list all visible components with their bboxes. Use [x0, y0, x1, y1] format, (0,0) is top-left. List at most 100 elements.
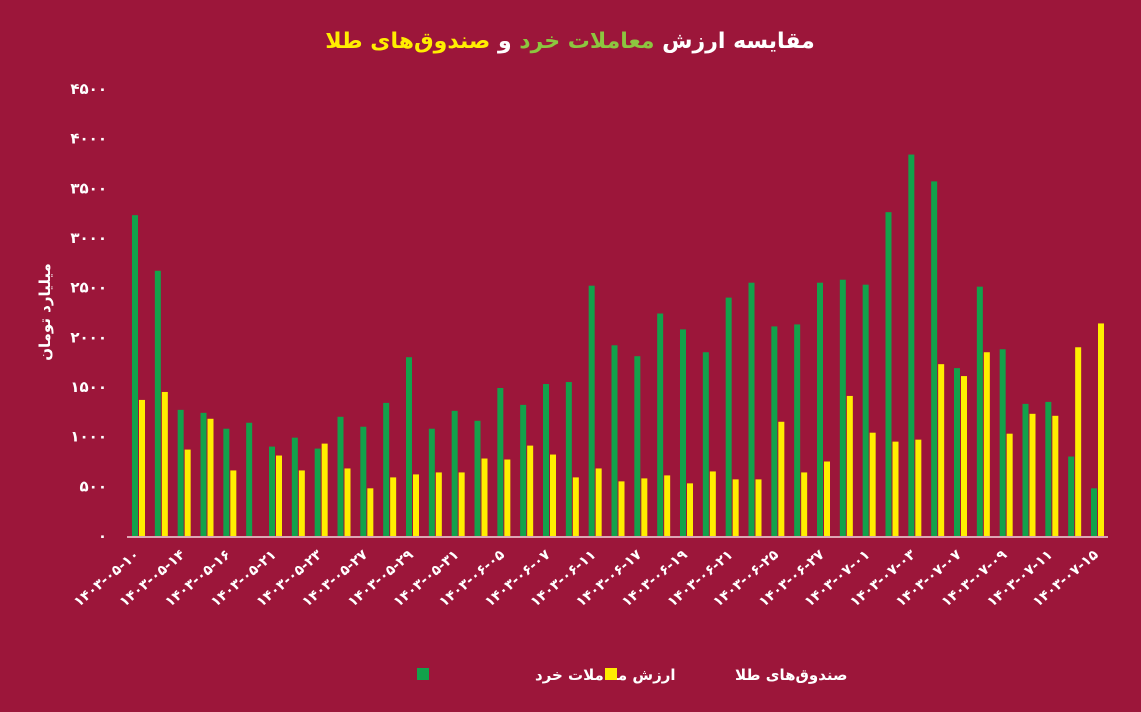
title-part: صندوق‌های طلا — [325, 29, 490, 54]
y-ticks: ۰ ۵۰۰ ۱۰۰۰ ۱۵۰۰ ۲۰۰۰ ۲۵۰۰ ۳۰۰۰ ۳۵۰۰ ۴۰۰۰ ۴۵۰۰ — [70, 80, 107, 545]
bar-gold-funds — [824, 461, 830, 536]
bar-retail-trades — [1045, 401, 1052, 536]
title-part: معاملات خرد — [519, 29, 654, 54]
legend-swatch-retail — [417, 668, 429, 680]
bar-retail-trades — [862, 284, 869, 536]
bar-gold-funds — [892, 441, 899, 536]
bar-gold-funds — [755, 479, 762, 536]
bar-gold-funds — [321, 443, 328, 536]
bar-retail-trades — [976, 286, 983, 536]
chart-title: مقایسه ارزش معاملات خرد و صندوق‌های طلا — [325, 29, 815, 54]
bar-gold-funds — [230, 470, 237, 536]
bar-gold-funds — [276, 455, 282, 536]
y-tick-label: ۱۵۰۰ — [70, 378, 107, 396]
bar-gold-funds — [458, 472, 465, 536]
bar-gold-funds — [572, 477, 579, 536]
bar-gold-funds — [1098, 323, 1104, 536]
bar-retail-trades — [1091, 488, 1097, 536]
y-tick-label: ۲۵۰۰ — [70, 279, 107, 297]
y-tick-label: ۳۵۰۰ — [70, 179, 107, 197]
bar-gold-funds — [527, 445, 534, 536]
bar-retail-trades — [1022, 403, 1029, 536]
bar-retail-trades — [885, 212, 892, 536]
bar-gold-funds — [732, 479, 739, 536]
bar-gold-funds — [983, 352, 990, 536]
y-tick-label: ۱۰۰۰ — [70, 428, 107, 446]
bar-gold-funds — [709, 471, 716, 536]
legend-label-gold: صندوق‌های طلا — [735, 666, 848, 684]
legend: ارزش معاملات خرد صندوق‌های طلا — [417, 666, 848, 684]
title-part: مقایسه ارزش — [655, 29, 815, 54]
y-tick-label: ۳۰۰۰ — [70, 229, 107, 247]
bar-retail-trades — [817, 282, 823, 536]
bar-retail-trades — [383, 402, 390, 536]
bar-retail-trades — [360, 426, 367, 536]
bar-gold-funds — [664, 475, 671, 536]
bar-retail-trades — [200, 412, 207, 536]
legend-swatch-gold — [605, 668, 617, 680]
bar-retail-trades — [748, 282, 755, 536]
y-tick-label: ۴۵۰۰ — [70, 80, 107, 98]
bar-retail-trades — [406, 357, 412, 536]
y-tick-label: ۰ — [98, 527, 107, 545]
bar-retail-trades — [839, 279, 846, 536]
bars — [132, 154, 1104, 537]
bar-retail-trades — [931, 181, 938, 536]
bar-gold-funds — [938, 364, 945, 536]
bar-gold-funds — [139, 399, 145, 536]
bar-retail-trades — [223, 428, 230, 536]
bar-retail-trades — [565, 382, 572, 536]
bar-retail-trades — [771, 326, 778, 536]
bar-retail-trades — [634, 356, 641, 536]
bar-retail-trades — [177, 409, 184, 536]
bar-gold-funds — [846, 395, 853, 536]
bar-retail-trades — [497, 387, 504, 536]
bar-gold-funds — [595, 468, 602, 536]
bar-retail-trades — [611, 345, 618, 536]
bar-retail-trades — [520, 404, 527, 536]
bar-gold-funds — [344, 468, 351, 536]
bar-gold-funds — [298, 470, 305, 536]
bar-gold-funds — [869, 432, 876, 536]
bar-retail-trades — [132, 215, 138, 537]
bar-gold-funds — [207, 418, 214, 536]
bar-gold-funds — [1052, 415, 1059, 536]
bar-gold-funds — [367, 488, 374, 536]
bar-gold-funds — [1029, 413, 1036, 536]
bar-gold-funds — [435, 472, 442, 536]
bar-gold-funds — [778, 421, 785, 536]
bar-gold-funds — [184, 449, 191, 536]
bar-retail-trades — [314, 448, 321, 536]
bar-retail-trades — [702, 352, 709, 536]
bar-gold-funds — [687, 483, 693, 536]
bar-gold-funds — [618, 481, 625, 536]
bar-gold-funds — [1006, 433, 1013, 536]
bar-retail-trades — [291, 437, 298, 536]
bar-gold-funds — [915, 439, 922, 536]
bar-gold-funds — [641, 478, 648, 536]
bar-gold-funds — [961, 376, 967, 536]
bar-retail-trades — [794, 324, 801, 536]
y-tick-label: ۵۰۰ — [80, 477, 107, 495]
bar-retail-trades — [269, 446, 275, 536]
bar-retail-trades — [954, 368, 960, 536]
y-tick-label: ۴۰۰۰ — [70, 130, 107, 148]
y-tick-label: ۲۰۰۰ — [70, 328, 107, 346]
bar-gold-funds — [413, 474, 419, 536]
bar-retail-trades — [657, 313, 664, 536]
bar-retail-trades — [474, 420, 481, 536]
bar-retail-trades — [428, 428, 435, 536]
bar-gold-funds — [161, 391, 168, 536]
bar-retail-trades — [154, 270, 161, 536]
bar-gold-funds — [801, 472, 808, 536]
title-part: و — [490, 29, 519, 54]
bar-gold-funds — [504, 459, 511, 536]
bar-gold-funds — [481, 458, 488, 536]
bar-retail-trades — [246, 422, 253, 536]
bar-gold-funds — [1075, 347, 1082, 536]
bar-retail-trades — [999, 349, 1006, 536]
bar-retail-trades — [337, 416, 344, 536]
bar-retail-trades — [908, 154, 915, 536]
